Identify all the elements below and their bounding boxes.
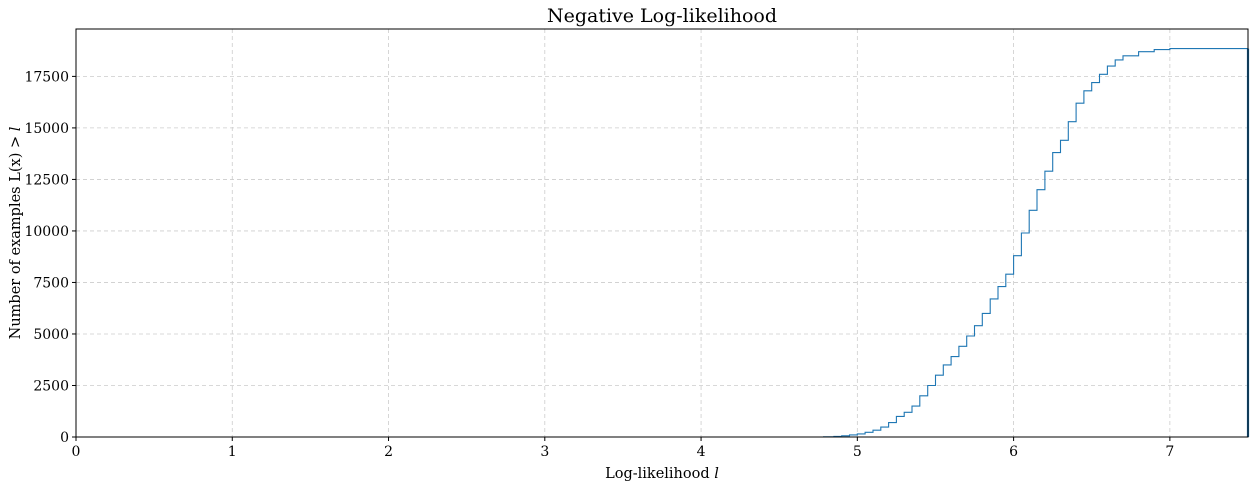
x-tick-label: 1 [228, 444, 237, 460]
y-tick-label: 7500 [33, 275, 69, 291]
chart-title: Negative Log-likelihood [547, 5, 777, 27]
grid-lines [75, 29, 1248, 438]
y-tick-label: 15000 [24, 121, 69, 137]
plot-frame [75, 28, 1249, 438]
y-tick-label: 10000 [24, 224, 69, 240]
y-axis-label: Number of examples L(x) > l [8, 126, 24, 339]
y-tick-label: 17500 [24, 69, 69, 85]
y-axis-label-variable: l [8, 126, 24, 131]
x-tick-label: 3 [540, 444, 549, 460]
y-tick-label: 5000 [33, 327, 69, 343]
x-tick-label: 5 [853, 444, 862, 460]
x-axis-ticks: 0 1 2 3 4 5 6 7 [72, 437, 1174, 460]
x-axis-label-variable: l [714, 466, 719, 482]
series-layer [823, 48, 1250, 438]
y-tick-label: 12500 [24, 172, 69, 188]
y-tick-label: 2500 [33, 378, 69, 394]
series-line [823, 48, 1248, 438]
x-tick-label: 4 [697, 444, 706, 460]
y-axis-label-text: Number of examples L(x) > [8, 131, 24, 339]
x-axis-label: Log-likelihood l [605, 466, 719, 482]
y-axis-ticks: 0 2500 5000 7500 10000 12500 15000 17500 [24, 69, 76, 446]
x-tick-label: 2 [384, 444, 393, 460]
y-tick-label: 0 [60, 430, 69, 446]
x-tick-label: 0 [72, 444, 81, 460]
x-tick-label: 6 [1009, 444, 1018, 460]
x-tick-label: 7 [1165, 444, 1174, 460]
x-axis-label-text: Log-likelihood [605, 466, 714, 482]
